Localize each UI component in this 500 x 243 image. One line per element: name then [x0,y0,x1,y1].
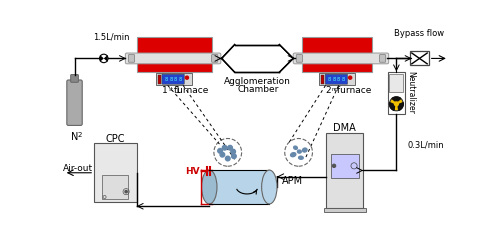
Ellipse shape [298,150,302,153]
Circle shape [226,156,230,161]
FancyBboxPatch shape [128,55,134,62]
Ellipse shape [290,153,296,157]
Polygon shape [222,44,293,72]
Polygon shape [104,55,108,62]
FancyBboxPatch shape [326,133,364,208]
Ellipse shape [294,146,298,149]
Polygon shape [390,103,394,110]
FancyBboxPatch shape [410,52,428,65]
FancyBboxPatch shape [137,37,212,71]
Polygon shape [392,97,401,102]
Text: N: N [71,131,78,142]
Text: Bypass flow: Bypass flow [394,29,444,38]
Polygon shape [398,103,404,110]
Circle shape [218,148,222,153]
FancyBboxPatch shape [302,37,372,71]
Text: furnace: furnace [171,86,208,95]
Text: 8: 8 [178,77,182,82]
Circle shape [232,154,236,158]
Circle shape [222,145,227,150]
FancyBboxPatch shape [212,55,218,62]
FancyBboxPatch shape [321,75,324,84]
Circle shape [186,76,188,79]
Text: Chamber: Chamber [237,85,279,94]
Text: nd: nd [332,87,338,92]
Text: Air-out: Air-out [62,165,92,174]
Ellipse shape [202,170,217,204]
Text: Agglomeration: Agglomeration [224,77,291,86]
FancyBboxPatch shape [380,55,386,62]
Text: 8: 8 [342,77,345,82]
Text: 8: 8 [174,77,177,82]
Text: CPC: CPC [106,134,125,144]
FancyBboxPatch shape [296,55,302,62]
Text: Neutralizer: Neutralizer [406,71,416,114]
Text: 8: 8 [169,77,172,82]
Circle shape [394,102,398,106]
Text: 8: 8 [337,77,340,82]
FancyBboxPatch shape [102,175,128,199]
Circle shape [220,152,224,157]
FancyBboxPatch shape [388,71,405,114]
FancyBboxPatch shape [126,53,221,64]
FancyBboxPatch shape [70,75,78,82]
Circle shape [228,145,232,150]
Text: 2: 2 [78,131,82,138]
Text: 1.5L/min: 1.5L/min [93,32,130,41]
Text: HV: HV [184,167,200,176]
Text: 8: 8 [332,77,336,82]
Text: 8: 8 [328,77,331,82]
Text: 8: 8 [164,77,168,82]
FancyBboxPatch shape [331,154,358,178]
Text: 1: 1 [176,86,181,95]
FancyBboxPatch shape [324,208,366,212]
FancyBboxPatch shape [210,170,270,204]
Text: st: st [168,87,173,92]
Text: 0.3L/min: 0.3L/min [407,140,444,149]
FancyBboxPatch shape [293,53,388,64]
FancyBboxPatch shape [67,80,82,125]
Circle shape [231,149,235,154]
FancyBboxPatch shape [325,74,347,84]
Text: DMA: DMA [334,123,356,133]
Text: 2: 2 [326,86,331,95]
FancyBboxPatch shape [162,74,184,84]
Circle shape [390,97,404,111]
FancyBboxPatch shape [156,73,192,85]
FancyBboxPatch shape [320,73,355,85]
Text: APM: APM [282,176,303,186]
Circle shape [125,191,128,193]
Ellipse shape [302,148,307,152]
Text: 1: 1 [162,86,168,95]
Circle shape [348,76,352,79]
Circle shape [332,164,336,167]
FancyBboxPatch shape [94,143,136,202]
Ellipse shape [298,156,303,159]
Polygon shape [100,55,104,62]
Text: furnace: furnace [334,86,372,95]
Ellipse shape [262,170,277,204]
FancyBboxPatch shape [158,75,161,84]
FancyBboxPatch shape [390,74,404,92]
